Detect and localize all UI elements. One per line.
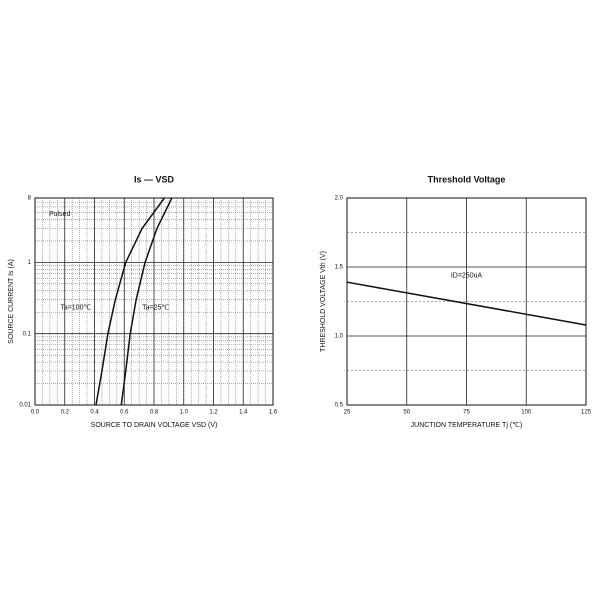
x-tick-label: 100 [521,410,532,416]
x-tick-label: 75 [463,410,470,416]
x-tick-label: 25 [344,410,351,416]
y-tick-label: 2.0 [335,196,344,202]
x-tick-label: 0.8 [150,410,159,416]
y-axis-label: THRESHOLD VOLTAGE Vth (V) [320,251,327,352]
x-tick-label: 50 [403,410,410,416]
x-axis-label: SOURCE TO DRAIN VOLTAGE VSD (V) [91,422,218,429]
y-tick-label: 0.5 [335,403,344,409]
series-label: Ta=100℃ [60,305,91,312]
y-tick-label: 8 [28,196,32,202]
y-tick-label: 0.01 [19,403,31,409]
plot-frame [346,197,587,406]
y-tick-label: 0.1 [23,331,32,337]
x-tick-label: 0.2 [61,410,70,416]
series-line [120,197,173,406]
series-line [346,281,587,326]
y-tick-label: 1.5 [335,265,344,271]
x-tick-label: 1.6 [269,410,278,416]
x-axis-label: JUNCTION TEMPERATURE Tj (℃) [411,422,523,429]
chart-title: Threshold Voltage [428,174,506,184]
series-line [95,197,166,406]
chart-title: Is — VSD [134,174,175,184]
annotation: Pulsed [49,211,71,218]
x-tick-label: 125 [581,410,592,416]
series-label: ID=250uA [451,272,483,279]
x-tick-label: 0.0 [31,410,40,416]
x-tick-label: 1.2 [209,410,218,416]
x-tick-label: 0.4 [90,410,99,416]
plot-frame [34,197,274,406]
x-tick-label: 0.6 [120,410,129,416]
x-tick-label: 1.4 [239,410,248,416]
y-tick-label: 1.0 [335,334,344,340]
series-label: Ta=25℃ [142,305,169,312]
y-tick-label: 1 [28,260,32,266]
y-axis-label: SOURCE CURRENT Is (A) [8,259,15,344]
x-tick-label: 1.0 [180,410,189,416]
